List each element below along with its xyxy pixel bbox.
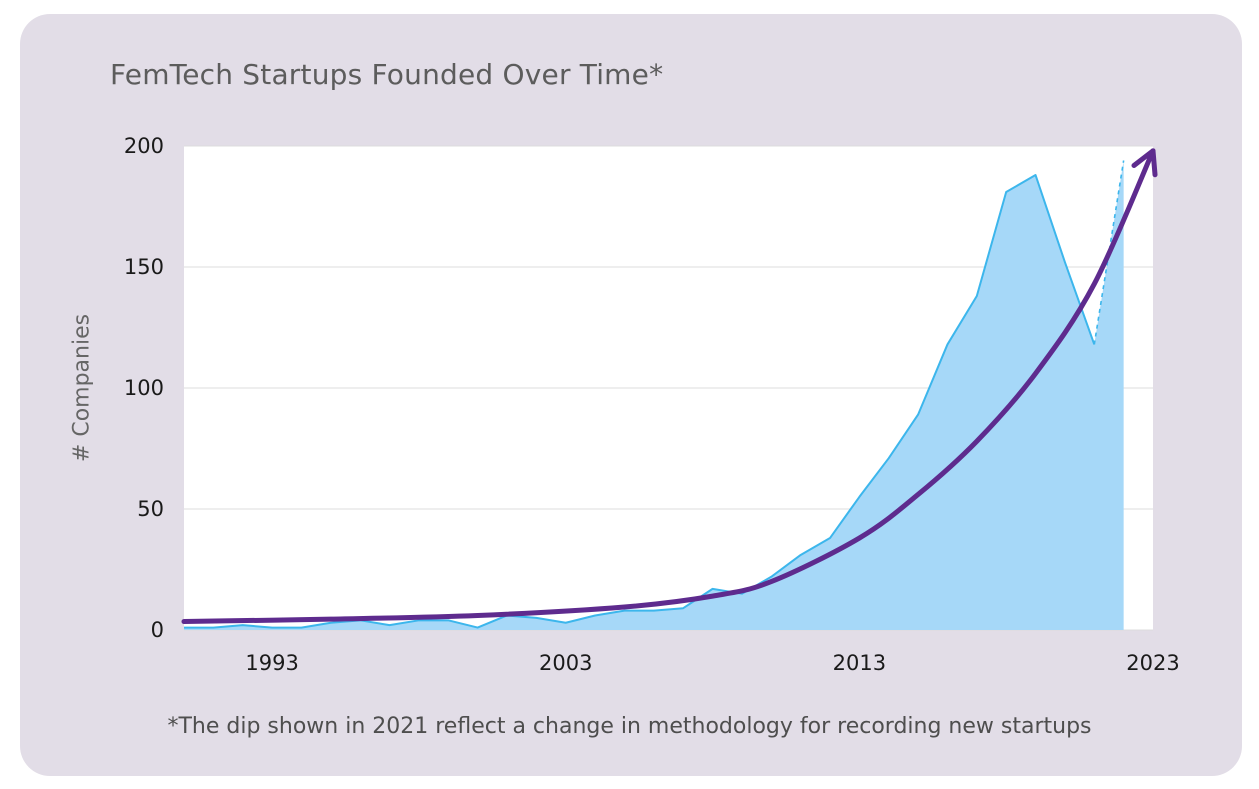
x-tick-label-1993: 1993	[245, 651, 298, 675]
trend-curve	[181, 148, 1156, 625]
y-tick-label-50: 50	[137, 497, 164, 521]
y-tick-label-0: 0	[151, 618, 164, 642]
y-tick-label-150: 150	[124, 255, 164, 279]
series-area	[184, 160, 1124, 630]
y-tick-label-200: 200	[124, 134, 164, 158]
y-tick-label-100: 100	[124, 376, 164, 400]
x-tick-label-2013: 2013	[833, 651, 886, 675]
x-tick-label-2003: 2003	[539, 651, 592, 675]
x-tick-label-2023: 2023	[1126, 651, 1179, 675]
chart-footnote: *The dip shown in 2021 reflect a change …	[167, 714, 1092, 739]
series-line-dashed-segment	[1093, 160, 1125, 345]
trend-arrowhead	[1131, 148, 1158, 178]
series-line	[184, 174, 1096, 629]
chart-title: FemTech Startups Founded Over Time*	[110, 58, 664, 91]
